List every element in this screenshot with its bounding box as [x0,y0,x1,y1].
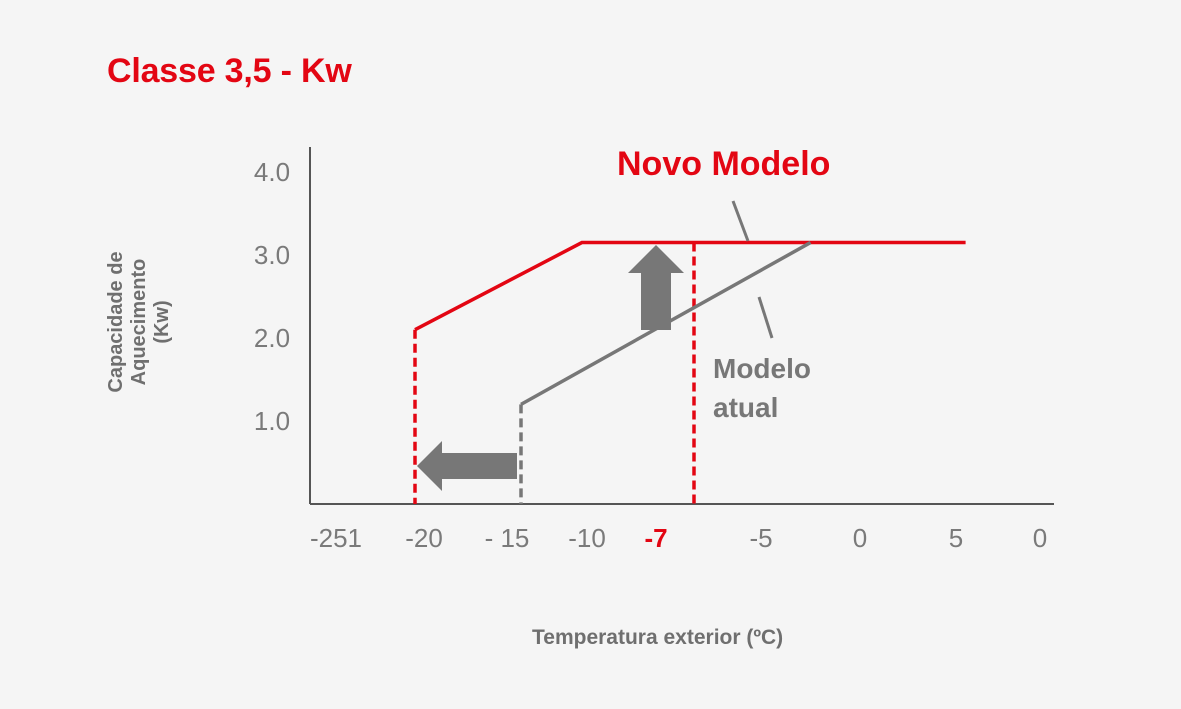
x-axis-label: Temperatura exterior (ºC) [532,626,784,649]
y-tick-label: 3.0 [254,240,290,270]
x-tick-label: -5 [749,523,772,553]
legend-label-novo-modelo: Novo Modelo [617,145,830,183]
series-line-novo-modelo [414,240,966,332]
x-tick-label: -20 [405,523,443,553]
y-tick-label: 2.0 [254,323,290,353]
y-tick-label: 4.0 [254,157,290,187]
x-tick-label: -10 [568,523,606,553]
arrow-up-icon [628,245,684,330]
chart-title: Classe 3,5 - Kw [107,52,352,90]
x-tick-label: 5 [949,523,963,553]
y-tick-label: 1.0 [254,406,290,436]
legend-label-modelo-atual-line-1: Modelo [713,353,811,384]
arrow-left-icon [417,441,517,491]
x-tick-label: 0 [1033,523,1047,553]
x-tick-label: -7 [644,523,667,553]
legend-label-modelo-atual-line-2: atual [713,392,778,423]
leader-line-modelo-atual [757,296,774,339]
leader-line-novo-modelo [731,200,750,242]
x-tick-label: -251 [310,523,362,553]
x-tick-label: 0 [853,523,867,553]
x-tick-label: - 15 [485,523,530,553]
